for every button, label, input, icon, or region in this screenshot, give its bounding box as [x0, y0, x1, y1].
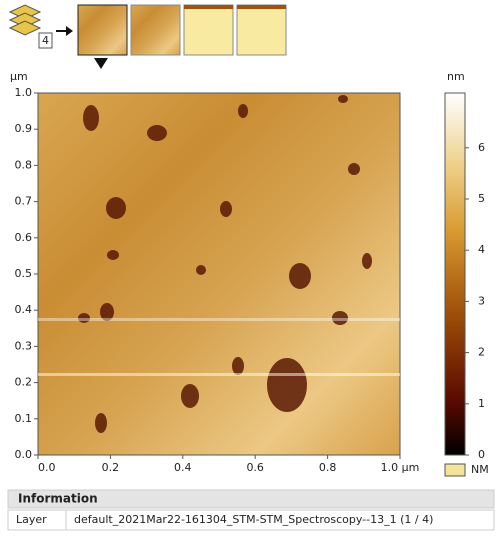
- thumbnail-strip: [184, 5, 233, 9]
- thumbnail-strip: [237, 5, 286, 9]
- arrow: [56, 26, 73, 36]
- x-tick-label: 0.2: [102, 461, 120, 474]
- legend-label: NM: [471, 463, 489, 476]
- x-tick-label: 1.0 µm: [381, 461, 420, 474]
- y-tick-label: 0.7: [15, 195, 33, 208]
- colorbar-tick-label: 4: [478, 243, 485, 256]
- thumbnail[interactable]: [183, 4, 234, 56]
- y-tick-label: 0.6: [15, 231, 33, 244]
- layer-count: 4: [42, 34, 49, 47]
- info-key: Layer: [16, 513, 47, 526]
- y-tick-label: 0.9: [15, 122, 33, 135]
- thumbnail[interactable]: [236, 4, 287, 56]
- y-tick-label: 0.8: [15, 158, 33, 171]
- info-title: Information: [18, 492, 98, 506]
- y-tick-label: 0.4: [15, 303, 33, 316]
- y-tick-label: 0.5: [15, 267, 33, 280]
- info-header: [7, 489, 495, 509]
- stm-image: [37, 92, 401, 456]
- scan-line: [38, 373, 400, 376]
- colorbar: [444, 92, 466, 456]
- y-tick-label: 1.0: [15, 86, 33, 99]
- y-tick-label: 0.0: [15, 448, 33, 461]
- colorbar-tick-label: 1: [478, 397, 485, 410]
- x-tick-label: 0.4: [174, 461, 192, 474]
- thumbnail[interactable]: [130, 4, 181, 56]
- info-row: [7, 509, 495, 531]
- y-tick-label: 0.3: [15, 339, 33, 352]
- y-tick-label: 0.1: [15, 412, 33, 425]
- x-tick-label: 0.0: [38, 461, 56, 474]
- pits: [78, 95, 372, 433]
- colorbar-tick-label: 3: [478, 294, 485, 307]
- y-tick-label: 0.2: [15, 376, 33, 389]
- x-tick-label: 0.8: [319, 461, 337, 474]
- thumbnail[interactable]: [77, 4, 128, 56]
- info-value: default_2021Mar22-161304_STM-STM_Spectro…: [74, 513, 433, 526]
- colorbar-tick-label: 0: [478, 448, 485, 461]
- colorbar-unit: nm: [447, 70, 465, 83]
- y-unit: µm: [10, 70, 28, 83]
- scan-line: [38, 318, 400, 321]
- colorbar-tick-label: 6: [478, 141, 485, 154]
- legend-swatch: [444, 463, 466, 477]
- colorbar-tick-label: 2: [478, 346, 485, 359]
- selection-marker: [94, 58, 108, 69]
- layer-stack-icon[interactable]: 4: [8, 4, 53, 49]
- x-tick-label: 0.6: [246, 461, 264, 474]
- colorbar-tick-label: 5: [478, 192, 485, 205]
